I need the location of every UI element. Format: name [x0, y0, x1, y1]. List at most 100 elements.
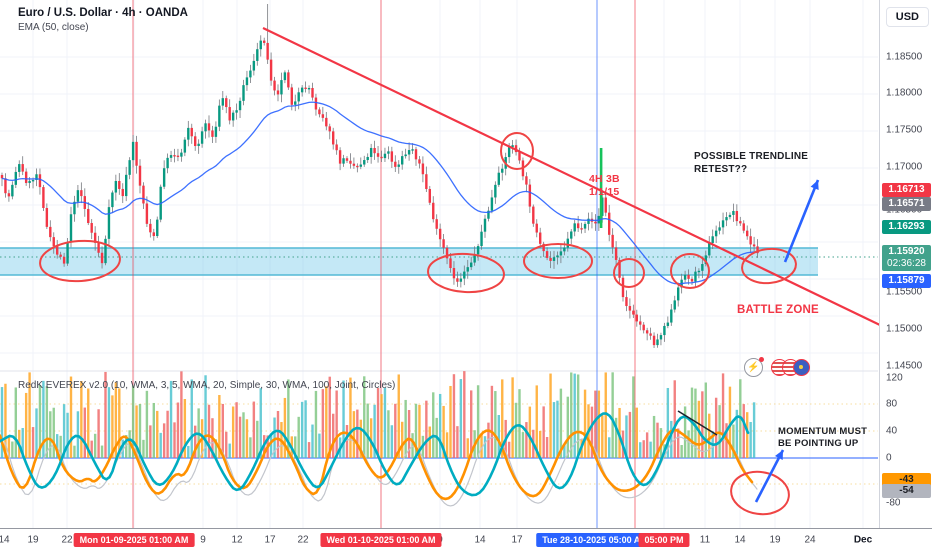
- candle-body: [483, 218, 487, 232]
- everex-indicator-label[interactable]: RedK EVEREX v2.0 (10, WMA, 3, 5, WMA, 20…: [18, 380, 396, 391]
- candle-body: [24, 171, 28, 184]
- candle-body: [687, 274, 690, 279]
- everex-bar: [521, 432, 525, 458]
- candle-body: [732, 210, 735, 215]
- eu-flag-icon: [793, 359, 810, 376]
- highlight-ellipse[interactable]: [613, 258, 645, 288]
- candle-body: [608, 212, 611, 235]
- annotation-momentum[interactable]: MOMENTUM MUST BE POINTING UP: [778, 426, 868, 449]
- candle-body: [138, 165, 142, 186]
- up-arrow[interactable]: [783, 179, 820, 263]
- everex-bar: [93, 433, 97, 458]
- flag-icons[interactable]: [771, 359, 810, 376]
- momentum-trend-segment[interactable]: [677, 410, 718, 436]
- candle-body: [418, 159, 421, 164]
- candle-body: [735, 210, 739, 222]
- time-tick: 11: [699, 534, 711, 546]
- time-axis[interactable]: 14192291217229141711141924DecMon 01-09-2…: [0, 528, 932, 550]
- candle-body: [583, 223, 587, 229]
- everex-bar: [528, 406, 532, 458]
- candle-body: [470, 262, 473, 268]
- everex-bar: [463, 371, 466, 458]
- everex-bar: [694, 388, 697, 458]
- annotation-trendline-retest[interactable]: POSSIBLE TRENDLINE RETEST??: [694, 151, 809, 175]
- everex-bar: [639, 442, 642, 458]
- ema-line[interactable]: [1, 101, 758, 285]
- candle-body: [466, 267, 469, 272]
- price-axis[interactable]: 1.185001.180001.175001.170001.165001.160…: [879, 0, 932, 528]
- everex-bar: [438, 393, 442, 458]
- candle-body: [273, 80, 276, 91]
- battle-zone-band[interactable]: [0, 248, 818, 275]
- candle-body: [194, 136, 197, 147]
- annotation-battle-zone[interactable]: BATTLE ZONE: [737, 304, 819, 316]
- candle-body: [756, 246, 759, 254]
- candle-body: [125, 174, 128, 197]
- symbol-title[interactable]: Euro / U.S. Dollar · 4h · OANDA: [18, 7, 188, 19]
- everex-bar: [66, 412, 69, 458]
- chart-legend[interactable]: Euro / U.S. Dollar · 4h · OANDA EMA (50,…: [18, 7, 188, 33]
- everex-bar: [507, 441, 511, 458]
- everex-bar: [645, 432, 649, 458]
- everex-bar: [625, 415, 628, 458]
- highlight-ellipse[interactable]: [523, 243, 593, 279]
- time-marker-badge: Tue 28-10-2025 05:00 AM: [536, 533, 654, 547]
- candle-body: [259, 40, 262, 50]
- candle-body: [73, 201, 76, 215]
- candle-body: [328, 126, 331, 132]
- candle-body: [235, 110, 238, 113]
- candle-body: [542, 243, 545, 252]
- everex-bar: [100, 445, 104, 458]
- highlight-ellipse[interactable]: [670, 253, 710, 289]
- everex-bar: [470, 390, 473, 458]
- candle-body: [300, 87, 304, 93]
- highlight-ellipse[interactable]: [39, 238, 122, 283]
- candle-body: [162, 168, 166, 187]
- candle-body: [314, 97, 318, 110]
- highlight-ellipse[interactable]: [740, 246, 797, 285]
- candle-body: [166, 157, 169, 169]
- highlight-ellipse[interactable]: [427, 252, 505, 294]
- everex-bar: [187, 445, 190, 458]
- annotation-4h-3b[interactable]: 4H 3B 1/1/15: [589, 173, 620, 199]
- candle-body: [407, 150, 411, 155]
- indicator-badge: -43: [882, 473, 931, 487]
- everex-bar: [497, 415, 500, 458]
- currency-toggle-button[interactable]: USD: [885, 7, 929, 27]
- ema-indicator-label[interactable]: EMA (50, close): [18, 22, 89, 33]
- everex-bar: [176, 402, 180, 458]
- highlight-ellipse[interactable]: [728, 468, 791, 518]
- everex-bar: [249, 437, 252, 458]
- everex-bar: [149, 425, 152, 458]
- candle-body: [338, 150, 342, 164]
- candle-body: [683, 274, 687, 280]
- candle-body: [311, 88, 314, 98]
- everex-bar: [45, 386, 49, 458]
- candle-body: [497, 172, 500, 185]
- candle-body: [342, 158, 345, 164]
- trendline[interactable]: [262, 27, 883, 327]
- up-arrow[interactable]: [754, 449, 785, 503]
- candle-body: [614, 247, 618, 260]
- highlight-ellipse[interactable]: [500, 132, 534, 170]
- candle-body: [428, 189, 431, 203]
- everex-bar: [135, 405, 138, 458]
- everex-bar: [425, 400, 428, 458]
- everex-bar: [190, 379, 193, 458]
- everex-bar: [21, 428, 24, 458]
- lightning-alert-icon[interactable]: ⚡: [744, 357, 764, 377]
- candle-body: [414, 149, 418, 160]
- everex-bar: [173, 422, 176, 458]
- everex-bar: [204, 375, 207, 458]
- price-badge: 1.15920 02:36:28: [882, 245, 931, 271]
- time-tick-month: Dec: [853, 534, 873, 546]
- candle-body: [666, 322, 670, 326]
- candle-body: [142, 185, 145, 204]
- everex-bar: [632, 376, 635, 458]
- everex-bar: [311, 424, 314, 458]
- everex-bar: [52, 407, 55, 458]
- candle-body: [345, 158, 349, 161]
- candle-body: [76, 190, 80, 202]
